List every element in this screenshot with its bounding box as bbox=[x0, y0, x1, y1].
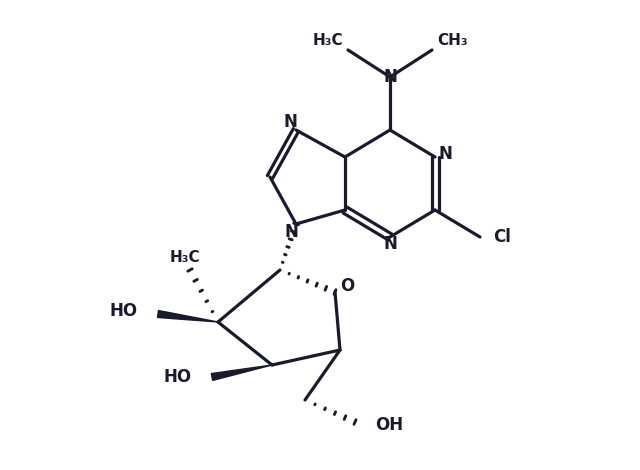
Text: N: N bbox=[284, 223, 298, 241]
Polygon shape bbox=[211, 365, 272, 380]
Text: N: N bbox=[383, 235, 397, 253]
Text: HO: HO bbox=[110, 302, 138, 320]
Text: O: O bbox=[340, 277, 354, 295]
Text: HO: HO bbox=[164, 368, 192, 386]
Text: CH₃: CH₃ bbox=[437, 32, 468, 47]
Polygon shape bbox=[157, 311, 218, 322]
Text: OH: OH bbox=[375, 416, 403, 434]
Text: N: N bbox=[438, 145, 452, 163]
Text: Cl: Cl bbox=[493, 228, 511, 246]
Text: N: N bbox=[383, 68, 397, 86]
Text: H₃C: H₃C bbox=[312, 32, 343, 47]
Text: N: N bbox=[283, 113, 297, 131]
Text: H₃C: H₃C bbox=[170, 251, 200, 266]
